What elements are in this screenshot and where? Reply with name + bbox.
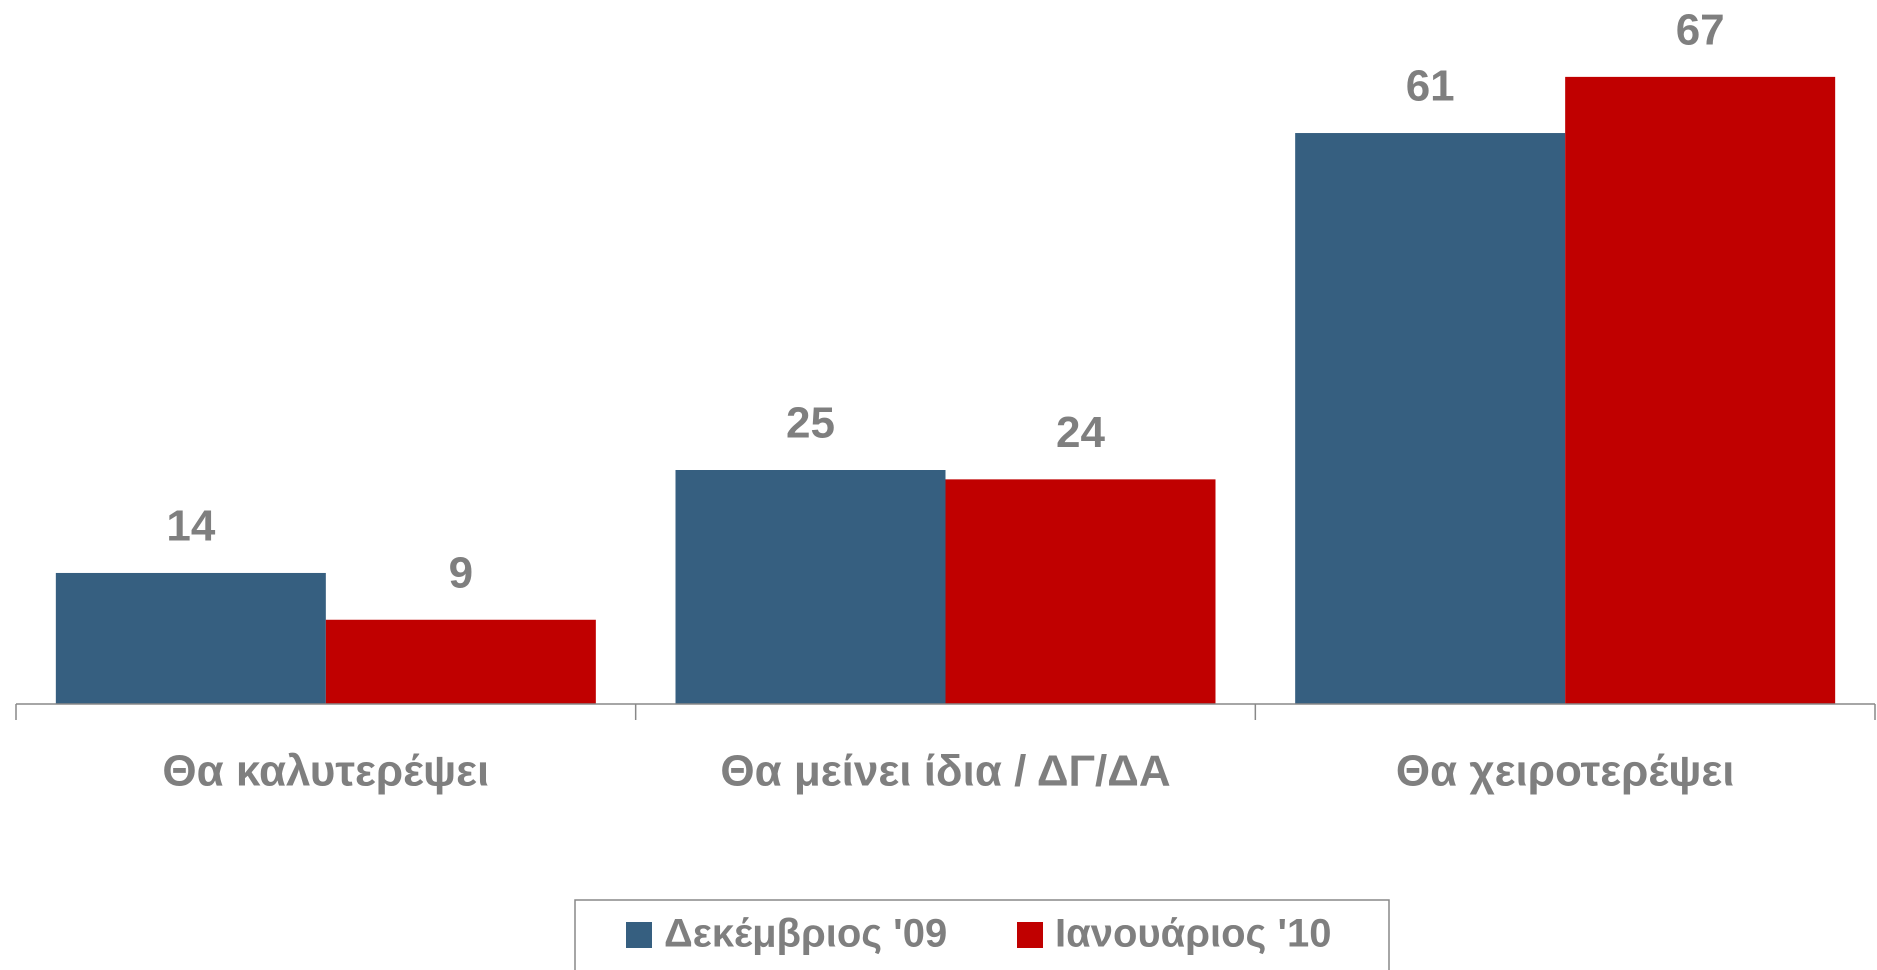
legend-swatch [626, 922, 652, 948]
x-tick-label: Θα χειροτερέψει [1396, 747, 1735, 796]
value-label: 9 [449, 548, 473, 597]
bar [1565, 76, 1836, 704]
value-label: 61 [1406, 62, 1455, 111]
x-tick-label: Θα μείνει ίδια / ΔΓ/ΔΑ [720, 747, 1170, 796]
legend-label: Δεκέμβριος '09 [664, 912, 947, 956]
value-label: 67 [1676, 6, 1725, 55]
bar [325, 619, 596, 704]
bar [55, 572, 326, 704]
bar [945, 479, 1216, 704]
x-tick-label: Θα καλυτερέψει [162, 747, 489, 796]
legend-box [574, 899, 1390, 970]
legend-label: Ιανουάριος '10 [1055, 912, 1331, 956]
bar [1295, 133, 1566, 705]
value-label: 25 [786, 399, 835, 448]
value-label: 14 [166, 502, 215, 551]
bar [675, 470, 946, 704]
legend-swatch [1017, 922, 1043, 948]
value-label: 24 [1056, 408, 1105, 457]
